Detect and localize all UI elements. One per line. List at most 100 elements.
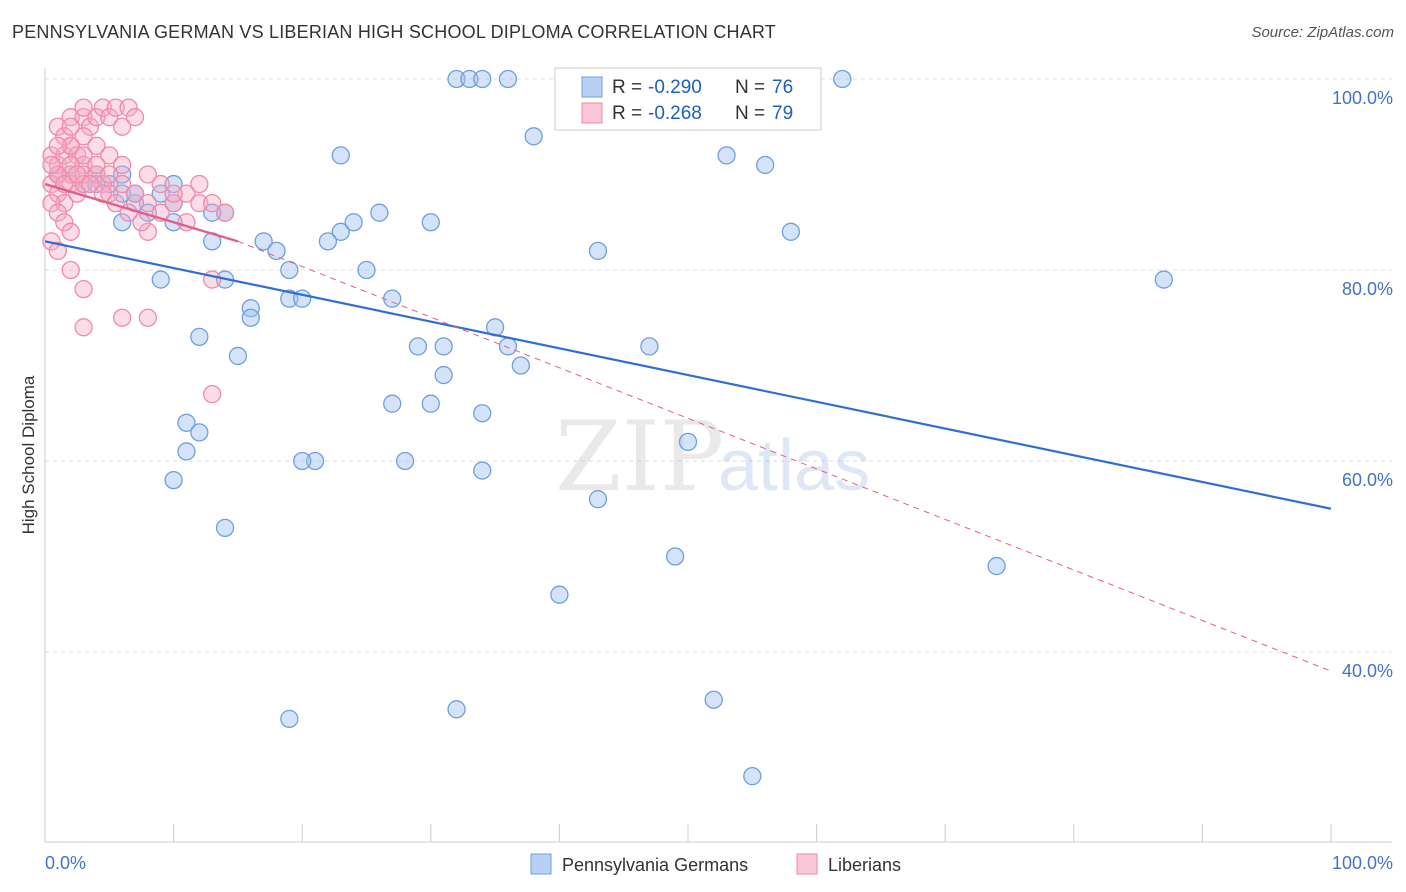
data-point-pennsylvania-german — [228, 346, 248, 366]
data-point-pennsylvania-german — [190, 423, 209, 442]
y-tick-labels: 40.0% 60.0% 80.0% 100.0% — [1332, 88, 1393, 681]
data-point-liberian — [55, 213, 74, 232]
data-point-pennsylvania-german — [87, 174, 106, 194]
data-point-pennsylvania-german — [473, 404, 492, 423]
data-point-pennsylvania-german — [550, 585, 569, 604]
chart-title: PENNSYLVANIA GERMAN VS LIBERIAN HIGH SCH… — [12, 22, 776, 42]
stats-legend: R = -0.290 N = 76 R = -0.268 N = 79 — [554, 67, 822, 131]
data-point-liberian — [125, 184, 145, 203]
data-point-pennsylvania-german — [383, 394, 402, 413]
trend-line-liberians-extended — [237, 240, 1332, 672]
data-point-pennsylvania-german — [357, 260, 376, 280]
data-point-liberian — [61, 260, 80, 280]
data-point-pennsylvania-german — [164, 174, 183, 194]
data-point-pennsylvania-german — [434, 337, 453, 356]
data-point-pennsylvania-german — [331, 222, 350, 241]
data-point-pennsylvania-german — [370, 203, 389, 222]
data-point-liberian — [42, 155, 61, 175]
data-point-liberian — [151, 174, 170, 194]
data-point-liberian — [100, 146, 119, 165]
data-point-pennsylvania-german — [318, 232, 338, 251]
data-point-liberian — [74, 127, 93, 146]
data-point-liberian — [87, 136, 106, 156]
data-point-liberian — [119, 98, 138, 117]
data-point-liberian — [61, 117, 80, 136]
data-point-pennsylvania-german — [421, 213, 440, 232]
data-point-pennsylvania-german — [293, 451, 312, 471]
data-point-liberian — [48, 165, 68, 184]
data-point-pennsylvania-german — [498, 69, 518, 89]
data-point-pennsylvania-german — [100, 174, 119, 194]
data-point-pennsylvania-german — [704, 690, 723, 709]
data-point-liberian — [125, 108, 145, 127]
y-tick-label: 80.0% — [1342, 279, 1393, 299]
data-point-pennsylvania-german — [151, 184, 170, 203]
data-point-pennsylvania-german — [254, 232, 273, 251]
data-point-liberian — [68, 165, 87, 184]
data-point-pennsylvania-german — [473, 69, 492, 89]
data-point-pennsylvania-german — [344, 213, 363, 232]
data-point-liberian — [190, 193, 209, 213]
legend-r-label-blue: R = — [612, 77, 642, 98]
data-point-liberian — [87, 108, 106, 127]
data-point-pennsylvania-german — [203, 203, 222, 222]
data-point-liberian — [74, 155, 93, 175]
data-point-pennsylvania-german — [215, 518, 235, 537]
data-point-liberian — [113, 117, 132, 136]
legend-swatch-blue — [581, 76, 603, 98]
watermark: ZIP atlas — [555, 401, 870, 513]
data-point-liberian — [74, 146, 93, 165]
data-point-liberian — [138, 222, 158, 241]
data-point-liberian — [42, 193, 61, 213]
data-point-pennsylvania-german — [756, 155, 775, 175]
data-point-liberian — [215, 203, 235, 222]
data-point-pennsylvania-german — [113, 184, 132, 203]
data-point-pennsylvania-german — [434, 365, 453, 385]
data-point-liberian — [48, 241, 68, 261]
data-point-pennsylvania-german — [781, 222, 801, 241]
data-point-liberian — [138, 193, 158, 213]
data-point-pennsylvania-german — [511, 356, 530, 375]
data-point-pennsylvania-german — [151, 270, 170, 289]
data-point-pennsylvania-german — [305, 451, 325, 471]
bottom-legend-swatch-pink — [796, 853, 818, 875]
y-tick-label: 60.0% — [1342, 470, 1393, 490]
grid-lines — [45, 78, 1392, 653]
legend-n-label-blue: N = — [735, 77, 765, 98]
data-point-pennsylvania-german — [280, 260, 299, 280]
data-point-pennsylvania-german — [267, 241, 286, 261]
data-point-pennsylvania-german — [241, 299, 260, 318]
data-point-liberian — [68, 146, 87, 165]
data-point-pennsylvania-german — [717, 146, 736, 165]
data-point-liberian — [48, 136, 68, 156]
y-tick-label: 100.0% — [1332, 88, 1393, 108]
data-point-pennsylvania-german — [177, 442, 196, 461]
series-legend: Pennsylvania Germans Liberians — [530, 853, 901, 875]
data-point-liberian — [164, 184, 183, 203]
legend-n-value-blue: 76 — [772, 77, 793, 98]
data-point-liberian — [203, 384, 222, 404]
data-point-liberian — [61, 136, 80, 156]
data-point-liberian — [93, 174, 113, 194]
trend-line-pennsylvania-germans — [44, 240, 1332, 510]
data-point-liberian — [87, 165, 106, 184]
x-tick-label: 100.0% — [1332, 853, 1393, 873]
data-point-pennsylvania-german — [498, 337, 518, 356]
y-tick-label: 40.0% — [1342, 661, 1393, 681]
data-point-pennsylvania-german — [833, 69, 852, 89]
data-point-liberian — [74, 279, 93, 299]
data-point-liberian — [93, 98, 113, 117]
data-point-liberian — [100, 165, 119, 184]
data-point-pennsylvania-german — [280, 709, 299, 728]
data-point-liberian — [55, 146, 74, 165]
data-point-pennsylvania-german — [588, 490, 608, 509]
data-point-pennsylvania-german — [331, 146, 350, 165]
series-liberians — [42, 98, 235, 404]
bottom-legend-swatch-blue — [530, 853, 552, 875]
legend-n-value-pink: 79 — [772, 103, 793, 124]
data-point-liberian — [80, 117, 100, 136]
series-pennsylvania-germans — [48, 69, 1173, 786]
data-point-pennsylvania-german — [190, 327, 209, 347]
data-point-pennsylvania-german — [743, 767, 762, 786]
source-label: Source: ZipAtlas.com — [1251, 24, 1394, 41]
